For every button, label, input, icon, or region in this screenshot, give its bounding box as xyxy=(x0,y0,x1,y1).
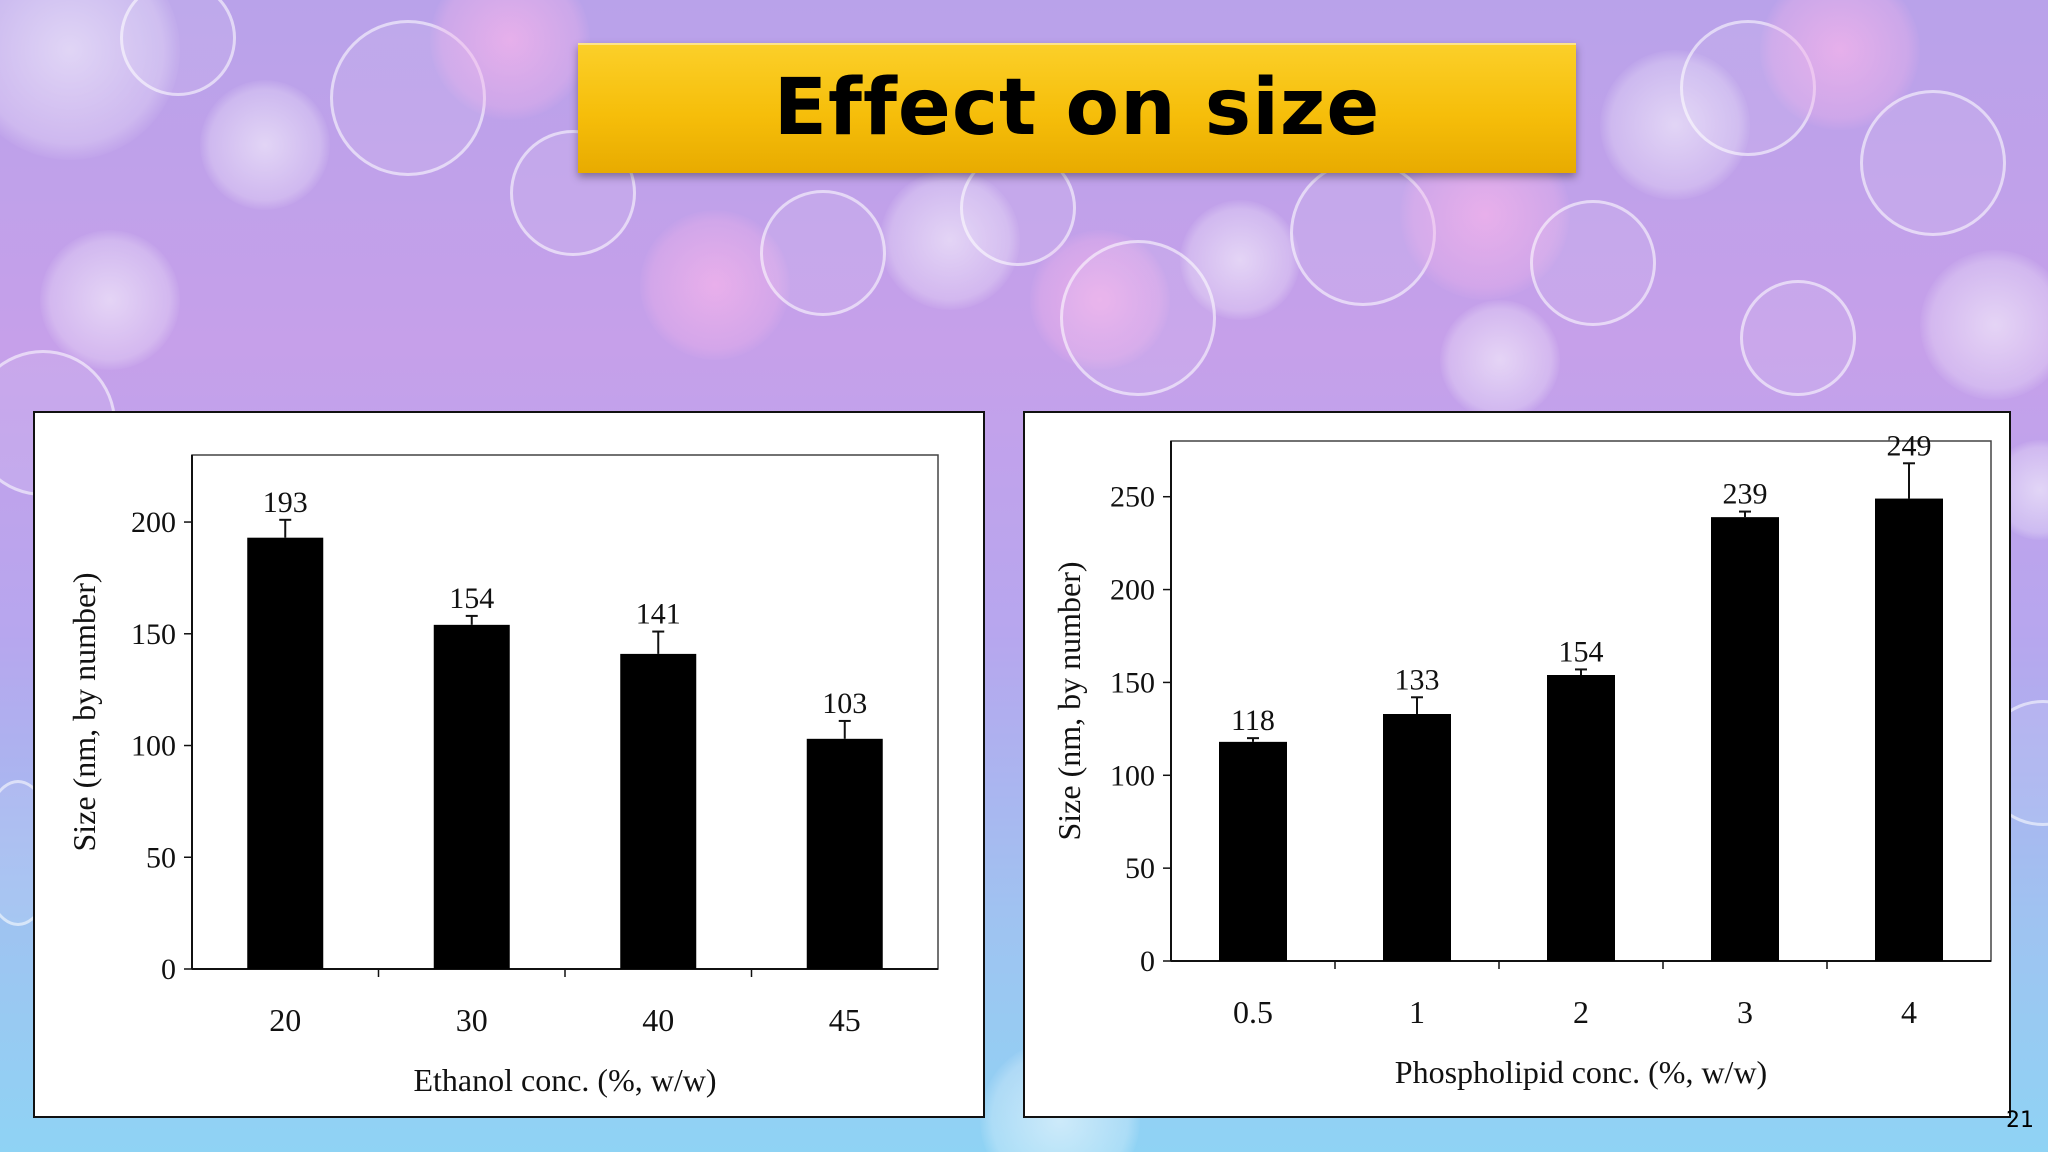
phospholipid-y-tick-label: 200 xyxy=(1110,574,1155,607)
ethanol-x-tick-label: 40 xyxy=(642,1002,674,1038)
phospholipid-x-tick-label: 1 xyxy=(1409,994,1425,1030)
ethanol-data-label: 193 xyxy=(263,486,308,519)
phospholipid-x-tick-label: 2 xyxy=(1573,994,1589,1030)
phospholipid-data-label: 118 xyxy=(1231,704,1275,737)
phospholipid-y-axis-title: Size (nm, by number) xyxy=(1051,561,1087,840)
ethanol-x-tick-label: 20 xyxy=(269,1002,301,1038)
phospholipid-x-tick-label: 0.5 xyxy=(1233,994,1273,1030)
chart-ethanol-panel: 0 50 100 150 200 193 20 154 30 141 40 103 45 Ethanol … xyxy=(33,411,985,1118)
chart-phospholipid-panel: 0 50 100 150 200 250 118 0.5 133 1 154 2 239 3 249 4 Pho… xyxy=(1023,411,2011,1118)
ethanol-bar-30 xyxy=(433,624,510,969)
phospholipid-y-tick-label: 250 xyxy=(1110,481,1155,514)
chart-ethanol: 0 50 100 150 200 193 20 154 30 141 40 103 45 Ethanol … xyxy=(66,454,939,1098)
phospholipid-bar-3 xyxy=(1711,517,1779,961)
title-banner: Effect on size xyxy=(578,43,1576,173)
ethanol-bar-20 xyxy=(247,537,324,969)
ethanol-y-tick-label: 100 xyxy=(131,730,176,763)
phospholipid-bar-1 xyxy=(1383,714,1451,961)
phospholipid-data-label: 239 xyxy=(1723,478,1768,511)
phospholipid-data-label: 133 xyxy=(1395,663,1440,696)
phospholipid-y-tick-label: 150 xyxy=(1110,666,1155,699)
ethanol-data-label: 154 xyxy=(449,582,494,615)
page-number: 21 xyxy=(2006,1108,2034,1133)
phospholipid-bar-2 xyxy=(1547,675,1615,961)
ethanol-data-label: 103 xyxy=(822,687,867,720)
ethanol-y-axis-title: Size (nm, by number) xyxy=(66,572,102,851)
ethanol-x-tick-label: 30 xyxy=(456,1002,488,1038)
ethanol-y-tick-label: 0 xyxy=(161,953,176,986)
ethanol-bar-45 xyxy=(806,738,883,969)
ethanol-y-tick-label: 150 xyxy=(131,618,176,651)
phospholipid-bar-0.5 xyxy=(1219,741,1287,961)
slide-title: Effect on size xyxy=(773,63,1381,153)
chart-phospholipid: 0 50 100 150 200 250 118 0.5 133 1 154 2 239 3 249 4 Pho… xyxy=(1051,429,1992,1090)
phospholipid-data-label: 249 xyxy=(1887,429,1932,462)
phospholipid-x-tick-label: 4 xyxy=(1901,994,1917,1030)
phospholipid-y-tick-label: 0 xyxy=(1140,945,1155,978)
ethanol-x-tick-label: 45 xyxy=(829,1002,861,1038)
ethanol-y-tick-label: 200 xyxy=(131,506,176,539)
phospholipid-bar-4 xyxy=(1875,498,1943,961)
ethanol-data-label: 141 xyxy=(636,598,681,631)
phospholipid-x-axis-title: Phospholipid conc. (%, w/w) xyxy=(1395,1054,1767,1090)
phospholipid-data-label: 154 xyxy=(1559,635,1604,668)
ethanol-y-tick-label: 50 xyxy=(146,841,176,874)
ethanol-x-axis-title: Ethanol conc. (%, w/w) xyxy=(413,1062,716,1098)
ethanol-bar-40 xyxy=(620,653,697,969)
phospholipid-y-tick-label: 100 xyxy=(1110,759,1155,792)
phospholipid-x-tick-label: 3 xyxy=(1737,994,1753,1030)
phospholipid-y-tick-label: 50 xyxy=(1125,852,1155,885)
